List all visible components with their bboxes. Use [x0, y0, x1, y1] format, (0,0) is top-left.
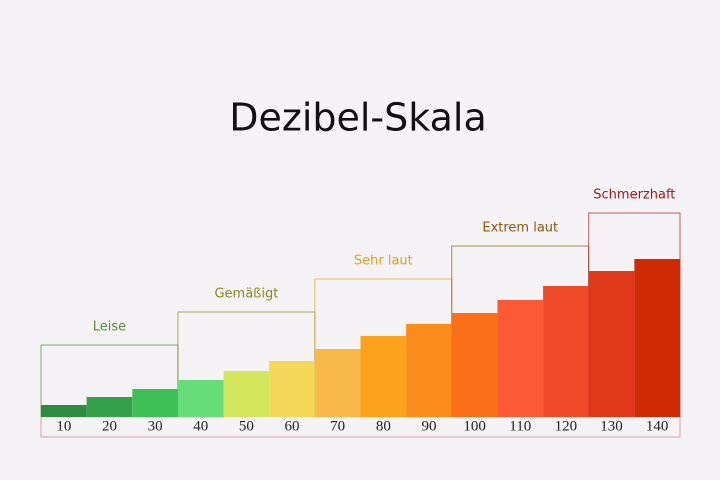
bar	[132, 389, 178, 417]
x-tick-label: 110	[509, 418, 531, 434]
bar	[223, 371, 270, 417]
x-tick-label: 10	[56, 418, 71, 434]
x-tick-label: 130	[600, 418, 623, 434]
x-tick-label: 60	[285, 418, 300, 434]
bar	[634, 259, 680, 417]
bar	[360, 336, 407, 417]
group-label: Leise	[93, 320, 126, 335]
bar	[86, 397, 133, 417]
chart-title: Dezibel-Skala	[229, 96, 487, 140]
x-tick-label: 20	[102, 418, 117, 434]
x-tick-label: 140	[646, 418, 669, 434]
x-tick-label: 70	[330, 418, 345, 434]
bar	[451, 313, 498, 417]
x-tick-label: 30	[148, 418, 163, 434]
x-tick-label: 50	[239, 418, 254, 434]
x-tick-label: 100	[463, 418, 486, 434]
bar	[41, 405, 87, 417]
x-tick-label: 40	[193, 418, 208, 434]
group-label: Extrem laut	[482, 221, 558, 236]
x-tick-label: 80	[376, 418, 391, 434]
x-tick-label: 90	[421, 418, 436, 434]
bar	[406, 324, 452, 417]
bar	[588, 271, 635, 417]
bar	[314, 349, 361, 417]
group-label: Sehr laut	[354, 254, 413, 269]
group-label: Schmerzhaft	[593, 188, 675, 203]
bar	[543, 286, 589, 417]
bar	[269, 361, 315, 417]
bar	[497, 300, 544, 417]
group-label: Gemäßigt	[214, 287, 278, 302]
bar	[177, 380, 224, 417]
axis-frame	[40, 417, 681, 438]
x-tick-label: 120	[555, 418, 578, 434]
